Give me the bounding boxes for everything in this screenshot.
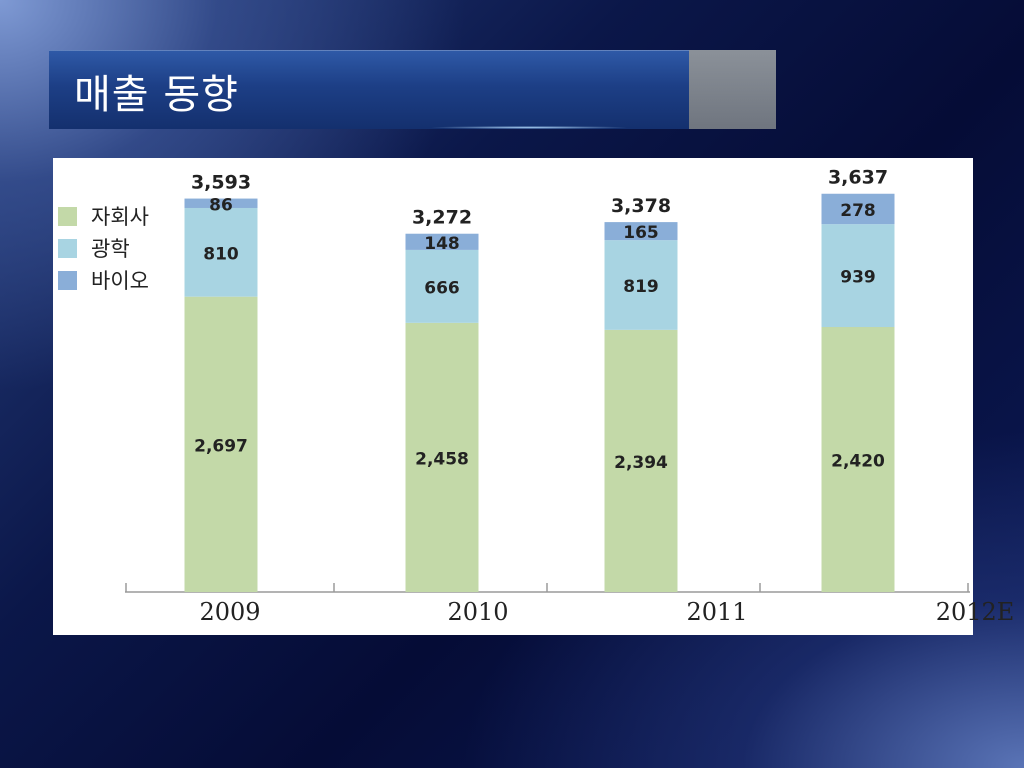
- total-label: 3,593: [191, 172, 251, 194]
- data-label: 2,697: [194, 436, 248, 456]
- bar-segment-bio: [821, 193, 895, 225]
- total-label: 3,637: [828, 167, 888, 189]
- data-label: 165: [623, 223, 659, 243]
- x-tick-label: 2010: [447, 598, 509, 626]
- bar-segment-optics: [184, 207, 258, 297]
- legend-label: 광학: [91, 237, 130, 261]
- legend-swatch: [58, 206, 77, 226]
- x-tick-label: 2011: [686, 598, 748, 626]
- data-label: 819: [623, 277, 659, 297]
- bar-segment-bio: [405, 233, 479, 250]
- bar-segment-optics: [405, 249, 479, 323]
- data-label: 86: [209, 195, 233, 215]
- legend-swatch: [58, 270, 77, 290]
- data-label: 666: [424, 278, 460, 298]
- title-accent-block: [689, 50, 776, 129]
- legend-item-bio: 바이오: [58, 264, 149, 296]
- data-label: 2,420: [831, 452, 885, 472]
- slide-title: 매출 동향: [74, 72, 239, 118]
- bar-segment-subsidiary: [604, 329, 678, 592]
- data-label: 148: [424, 234, 460, 254]
- bar-segment-subsidiary: [405, 322, 479, 592]
- bar-segment-subsidiary: [184, 296, 258, 592]
- total-label: 3,272: [412, 207, 472, 229]
- data-label: 810: [203, 244, 239, 264]
- legend-swatch: [58, 238, 77, 258]
- bar-segment-subsidiary: [821, 327, 895, 592]
- bar-segment-optics: [821, 224, 895, 328]
- title-bar: 매출 동향: [49, 50, 689, 129]
- legend-item-optics: 광학: [58, 232, 149, 264]
- data-label: 2,458: [415, 449, 469, 469]
- legend-item-subsidiary: 자회사: [58, 200, 149, 232]
- chart-legend: 자회사 광학 바이오: [58, 200, 149, 296]
- total-label: 3,378: [611, 195, 671, 217]
- bar-segment-optics: [604, 240, 678, 330]
- data-label: 278: [840, 201, 876, 221]
- data-label: 939: [840, 268, 876, 288]
- bar-segment-bio: [604, 222, 678, 241]
- x-tick-label: 2009: [199, 598, 261, 626]
- bar-segment-bio: [184, 198, 258, 208]
- x-tick-label: 2012E: [935, 598, 1015, 626]
- data-label: 2,394: [614, 453, 668, 473]
- legend-label: 바이오: [91, 269, 149, 293]
- legend-label: 자회사: [91, 205, 149, 229]
